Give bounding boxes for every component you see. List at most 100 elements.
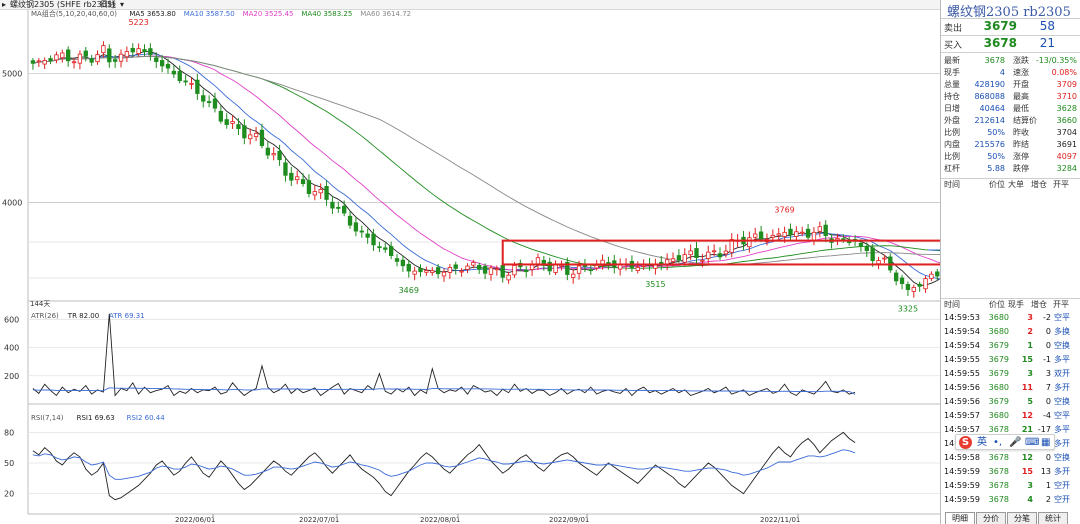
- quote-key: 最低: [1013, 104, 1029, 113]
- quote-value: 868088: [974, 92, 1005, 101]
- quote-value: 4: [999, 68, 1005, 77]
- candle-body: [835, 238, 840, 241]
- column-header: 增仓: [1031, 300, 1047, 309]
- ma10-line: [32, 53, 940, 280]
- candle-body: [776, 233, 781, 236]
- trade-type: 多平: [1054, 425, 1070, 434]
- column-header: 时间: [944, 180, 960, 189]
- candle-body: [95, 54, 100, 63]
- quote-value: 3710: [1056, 92, 1077, 101]
- quote-key: 速涨: [1013, 68, 1029, 77]
- period-selector[interactable]: 日线: [100, 0, 116, 9]
- column-header: 价位: [989, 180, 1005, 189]
- quote-value: 428190: [974, 80, 1005, 89]
- big-order-header: 时间 价位 大单 增仓 开平: [941, 178, 1080, 190]
- candle-body: [641, 264, 646, 267]
- candle-body: [488, 267, 494, 275]
- legend-item: MA10 3587.50: [184, 10, 235, 18]
- candle-body: [635, 267, 640, 271]
- quote-value: 0.08%: [1051, 68, 1077, 77]
- quote-key: 内盘: [944, 140, 960, 149]
- quote-key: 结算价: [1013, 116, 1037, 125]
- trade-row: 14:59:57 3678 21 -17 多平: [941, 423, 1080, 437]
- bid-row[interactable]: 买入 3678 21: [941, 35, 1080, 51]
- candle-body: [524, 269, 529, 273]
- trade-detail-list: 14:59:53 3680 3 -2 空平 14:59:54 3680 2 0 多换 14:59:5…: [941, 311, 1080, 511]
- quote-row: 比例 50% 昨收 3704: [941, 127, 1080, 138]
- ask-row[interactable]: 卖出 3679 58: [941, 18, 1080, 34]
- candle-body: [588, 269, 593, 272]
- quote-key: 最新: [944, 56, 960, 65]
- trade-price: 3678: [988, 481, 1009, 490]
- trade-oi-change: -17: [1037, 425, 1051, 434]
- candle-body: [159, 60, 165, 67]
- candle-body: [54, 54, 59, 61]
- trade-price: 3678: [988, 467, 1009, 476]
- y-tick-label: 20: [4, 490, 14, 499]
- candle-body: [60, 52, 65, 59]
- candle-body: [306, 180, 312, 194]
- tab-3[interactable]: 统计: [1038, 512, 1068, 524]
- candle-body: [347, 215, 353, 226]
- candle-body: [112, 59, 118, 62]
- candle-body: [553, 264, 558, 273]
- microphone-icon[interactable]: 🎤: [1009, 437, 1022, 448]
- trade-type: 多换: [1054, 327, 1070, 336]
- quote-value: 3284: [1056, 164, 1077, 173]
- quote-row: 外盘 212614 结算价 3660: [941, 115, 1080, 126]
- candle-body: [594, 264, 599, 269]
- candle-body: [271, 153, 276, 156]
- candle-body: [653, 264, 658, 269]
- y-tick-label: 200: [4, 372, 19, 381]
- trade-volume: 5: [1027, 397, 1033, 406]
- input-method-toolbar[interactable]: S 英 •, 🎤 ⌨ ▦: [955, 434, 1055, 450]
- candle-body: [670, 258, 676, 263]
- candle-body: [935, 271, 940, 277]
- candle-body: [177, 70, 182, 82]
- keyboard-icon[interactable]: ⌨: [1025, 437, 1040, 448]
- trade-type: 空平: [1054, 313, 1070, 322]
- candle-body: [899, 277, 905, 284]
- quote-value: 3628: [1056, 104, 1077, 113]
- legend-item: MA组合(5,10,20,40,60,0): [31, 10, 117, 18]
- candle-body: [811, 231, 817, 241]
- trade-type: 空换: [1054, 397, 1070, 406]
- candle-body: [400, 259, 406, 267]
- candle-body: [477, 264, 482, 270]
- trade-price: 3680: [988, 411, 1009, 420]
- quote-value: 3678: [984, 56, 1005, 65]
- tab-1[interactable]: 分价: [976, 512, 1006, 524]
- quote-row: 比例 50% 涨停 4097: [941, 151, 1080, 162]
- trade-oi-change: 0: [1045, 397, 1051, 406]
- bid-price: 3678: [983, 36, 1017, 50]
- candle-body: [823, 224, 828, 237]
- candle-body: [371, 233, 376, 246]
- candle-body: [312, 191, 317, 196]
- trade-type: 双开: [1054, 369, 1070, 378]
- bars-count-label: 144天: [30, 300, 50, 308]
- ma60-line: [32, 55, 940, 266]
- tab-0[interactable]: 明细: [945, 512, 975, 524]
- tab-2[interactable]: 分笔: [1007, 512, 1037, 524]
- candle-body: [300, 179, 306, 185]
- sogou-logo-icon[interactable]: S: [959, 436, 972, 449]
- candle-body: [688, 250, 693, 256]
- trade-volume: 12: [1021, 411, 1033, 420]
- quote-key: 比例: [944, 152, 960, 161]
- candle-body: [336, 206, 341, 209]
- trade-oi-change: 0: [1045, 341, 1051, 350]
- candle-body: [882, 257, 887, 260]
- chevron-down-icon[interactable]: ▾: [120, 0, 125, 9]
- candle-body: [512, 265, 517, 276]
- candle-body: [388, 246, 394, 256]
- candle-body: [682, 254, 687, 263]
- period-icon: ▸: [2, 0, 7, 9]
- grid-menu-icon[interactable]: ▦: [1041, 437, 1051, 448]
- lang-toggle[interactable]: 英: [977, 437, 987, 448]
- quote-key: 现手: [944, 68, 960, 77]
- candle-body: [747, 237, 752, 248]
- quote-row: 内盘 215576 昨结 3691: [941, 139, 1080, 150]
- trade-time: 14:59:54: [944, 341, 980, 350]
- punctuation-icon[interactable]: •,: [993, 437, 1003, 448]
